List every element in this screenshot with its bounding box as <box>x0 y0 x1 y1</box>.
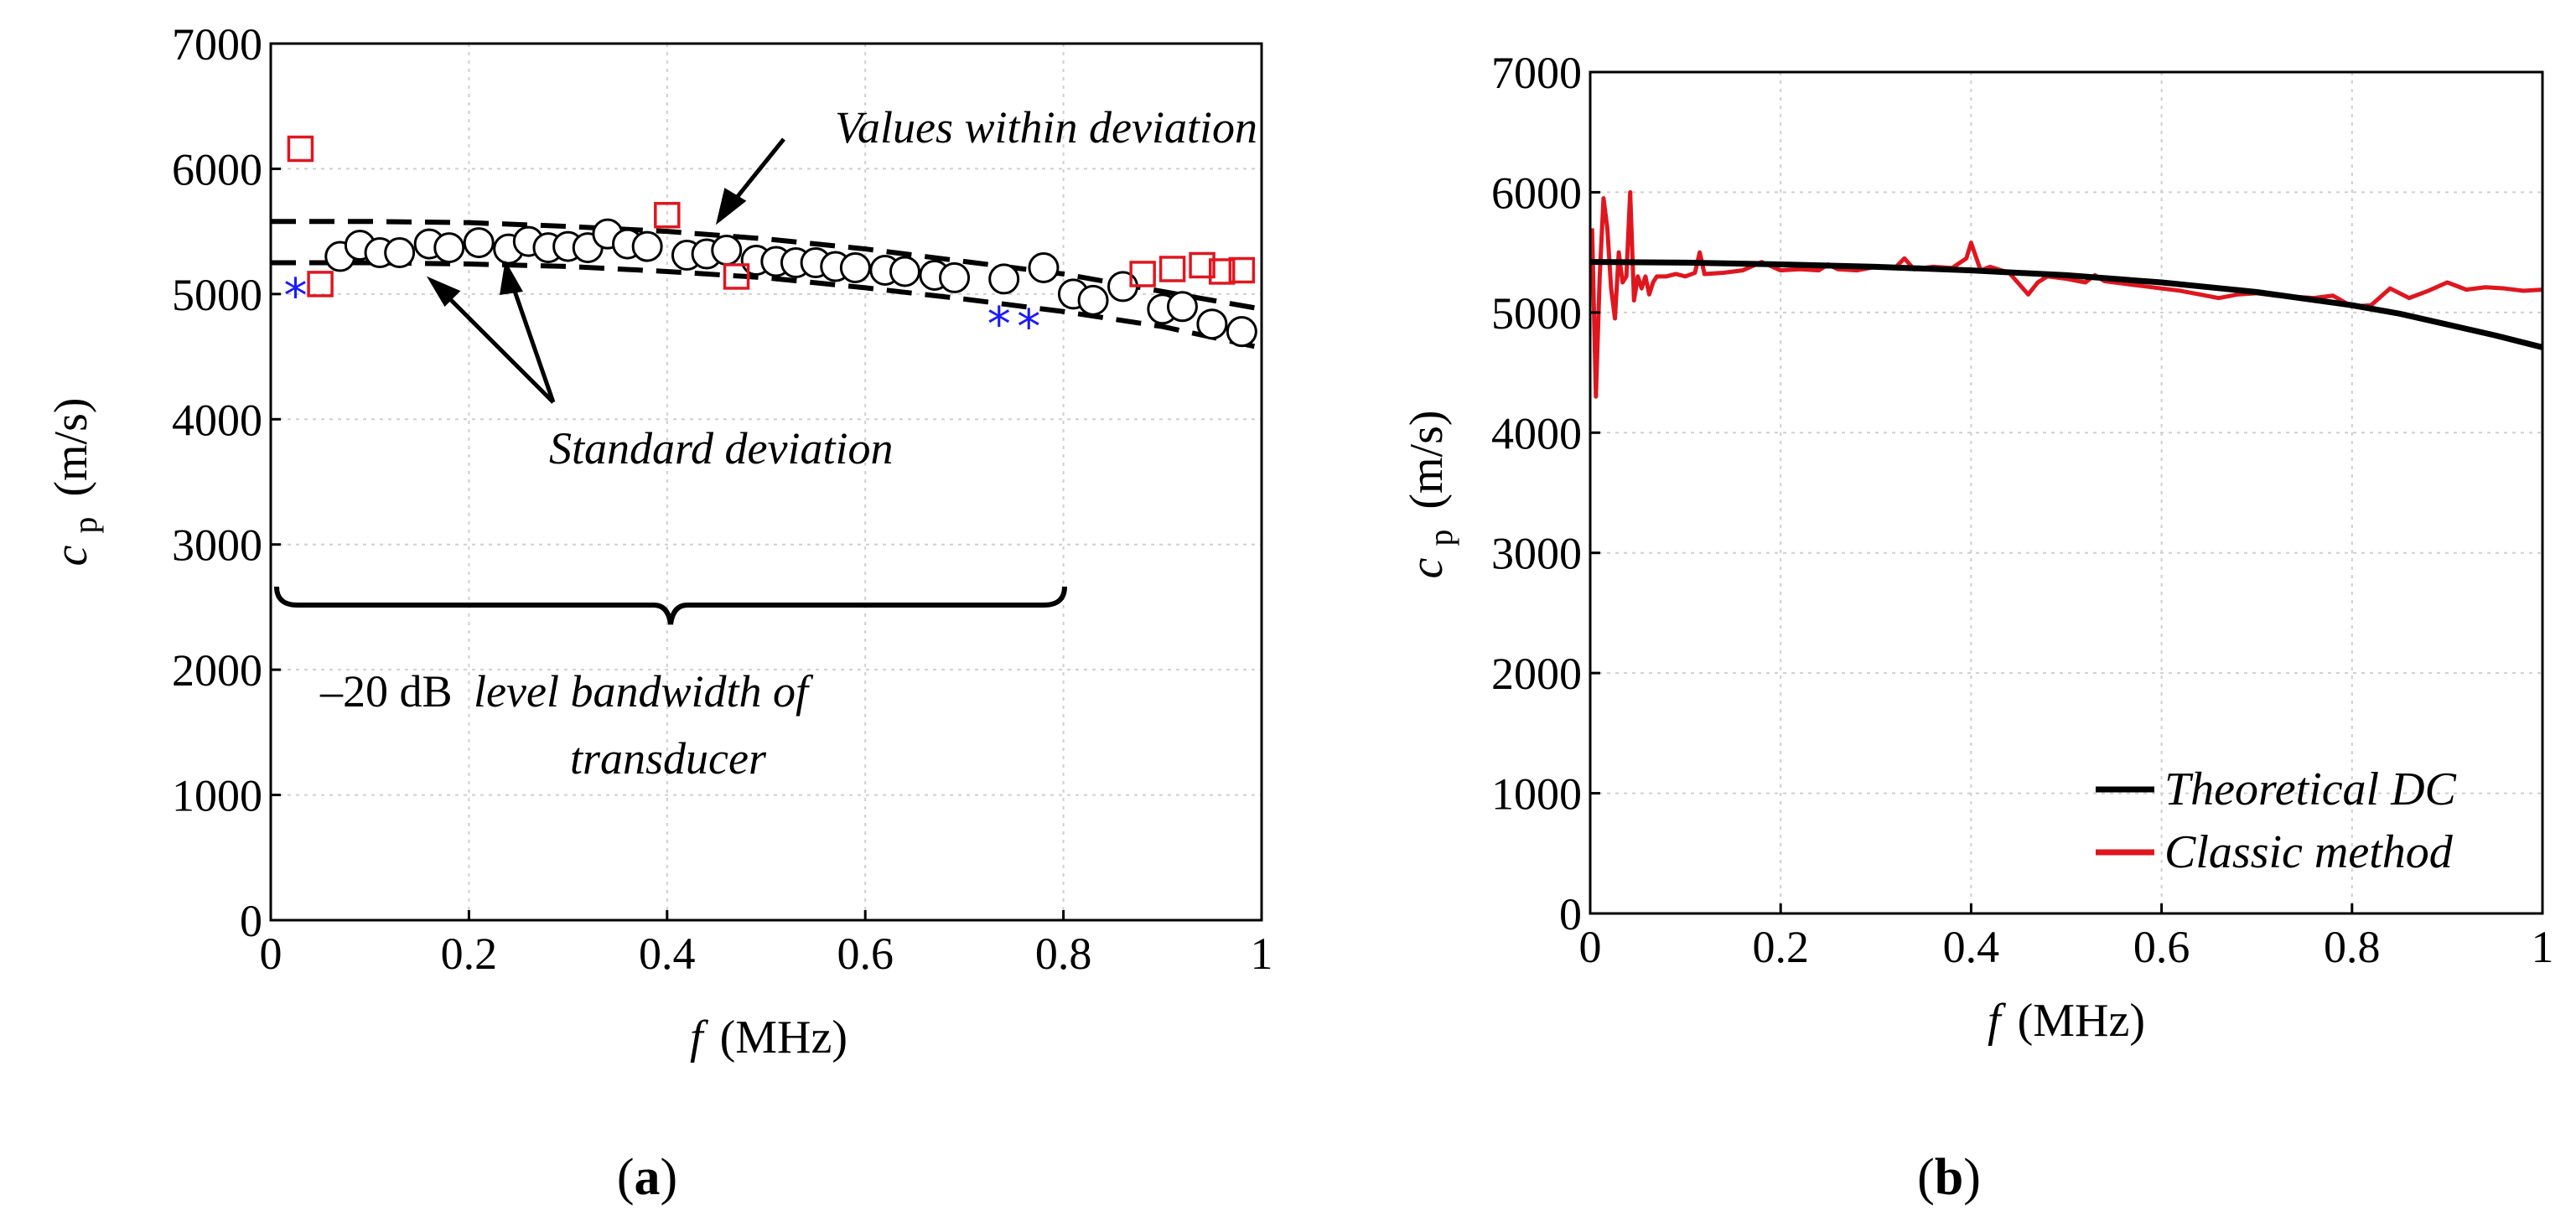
chart-a-marks: ** * <box>284 135 1257 354</box>
chart-a-point-circle <box>433 232 465 264</box>
chart-a-grid <box>271 44 1262 920</box>
chart-a-xtick-label: 0.6 <box>837 929 894 979</box>
chart-a-point-square <box>1129 261 1156 287</box>
chart-b-xlabel-var: f <box>1988 995 2007 1047</box>
chart-a-point-circle <box>1166 291 1198 323</box>
panel-label-a-letter: a <box>635 1149 661 1206</box>
chart-a-xtick-label: 0.4 <box>639 929 696 979</box>
chart-a-std-line-3 <box>271 219 1262 312</box>
chart-a-point-circle <box>889 256 920 287</box>
chart-a-point-circle <box>384 237 416 269</box>
chart-panel-a: ** * 0 0.2 0.4 0.6 0.8 10100020003000400050006… <box>45 19 1273 1206</box>
chart-b-ytick-label: 2000 <box>1491 649 1582 699</box>
chart-a-point-square <box>1189 251 1215 279</box>
chart-a-xtick-label: 0 <box>260 929 282 979</box>
chart-a-point-circle <box>939 261 971 293</box>
chart-b-ytick-label: 5000 <box>1491 288 1582 339</box>
chart-a-ylabel-var: c <box>45 546 97 567</box>
chart-a-point-square <box>1208 258 1236 285</box>
chart-a-point-star: * <box>987 298 1011 352</box>
chart-b-ylabel-unit: (m/s) <box>1401 410 1453 509</box>
chart-a-point-square <box>654 201 681 229</box>
chart-a-bandwidth-brace <box>274 586 1067 625</box>
chart-a-xtick-label: 0.2 <box>441 929 498 979</box>
chart-a-point-circle <box>839 251 871 283</box>
chart-b-series-line-classic <box>1589 189 2543 399</box>
chart-a-annotation-bandwidth-1: –20 dB level bandwidth of <box>319 666 814 717</box>
chart-a-point-star: * <box>1017 300 1040 354</box>
chart-a-std-lines <box>271 219 1262 351</box>
chart-b-ytick-label: 4000 <box>1491 408 1582 458</box>
chart-a-point-square <box>723 263 750 290</box>
chart-b-ytick-label: 7000 <box>1491 48 1582 98</box>
chart-a-point-circle <box>1196 308 1228 340</box>
chart-b-xtick-label: 0.4 <box>1943 922 2000 972</box>
chart-a-point-circle <box>1028 251 1060 283</box>
chart-a-point-square <box>287 135 314 163</box>
chart-a-ytick-label: 7000 <box>172 19 262 70</box>
chart-b-ytick-label: 3000 <box>1491 529 1582 579</box>
chart-a-point-star: * <box>284 269 308 323</box>
chart-b-lines <box>1589 189 2543 399</box>
chart-a-ylabel: c p (m/s) <box>45 397 107 566</box>
chart-a-annotation-values: Values within deviation <box>835 102 1257 153</box>
chart-a-ytick-label: 2000 <box>172 645 262 696</box>
chart-a-xlabel-var: f <box>690 1012 709 1063</box>
chart-b-xlabel: f (MHz) <box>1988 995 2145 1047</box>
chart-a-xlabel-unit: (MHz) <box>720 1012 847 1063</box>
chart-a-bandwidth-italic: level bandwidth of <box>474 666 814 717</box>
chart-a-point-circle <box>1226 316 1257 348</box>
chart-b-ylabel-var: c <box>1401 558 1453 579</box>
chart-a-ytick-label: 4000 <box>172 395 262 445</box>
chart-a-bandwidth-prefix: –20 dB <box>319 666 453 717</box>
chart-b-xtick-label: 0 <box>1579 922 1602 972</box>
chart-a-axes-box <box>269 42 1263 922</box>
legend-label-theoretical: Theoretical DC <box>2164 763 2457 815</box>
chart-a-xtick-label: 0.8 <box>1035 929 1092 979</box>
chart-a-ytick-label: 1000 <box>172 771 262 821</box>
chart-a-ytick-label: 6000 <box>172 144 262 194</box>
chart-a-point-square <box>1228 256 1256 284</box>
chart-b-series-line-theoretical <box>1589 259 2543 350</box>
chart-a-ylabel-sub: p <box>66 517 104 534</box>
chart-b-xlabel-unit: (MHz) <box>2018 995 2145 1047</box>
chart-b-ticks: 0 0.2 0.4 0.6 0.8 1 0 1000 2000 3000 4000 5000 6000 7… <box>1491 48 2554 972</box>
chart-b-xtick-label: 0.2 <box>1752 922 1809 972</box>
chart-b-xtick-label: 0.6 <box>2133 922 2190 972</box>
chart-a-std-line-4 <box>271 260 1262 351</box>
chart-a-point-circle <box>1077 284 1109 316</box>
panel-label-b-letter: b <box>1935 1149 1963 1206</box>
chart-a-point-circle <box>988 263 1020 295</box>
chart-b-legend: Theoretical DC Classic method <box>2096 763 2457 878</box>
chart-a-ytick-label: 0 <box>240 896 262 946</box>
chart-b-ytick-label: 6000 <box>1491 168 1582 218</box>
chart-b-axes-box <box>1589 70 2544 915</box>
chart-a-point-square <box>1158 256 1186 282</box>
chart-a-point-circle <box>711 235 743 266</box>
chart-a-annotation-arrows <box>426 137 785 404</box>
chart-b-ylabel-sub: p <box>1422 530 1459 546</box>
chart-b-ylabel: c p (m/s) <box>1401 410 1463 578</box>
chart-a-point-circle <box>463 227 495 259</box>
panel-label-a: (a) <box>617 1149 677 1206</box>
chart-a-xlabel: f (MHz) <box>690 1012 847 1063</box>
chart-b-ytick-label: 1000 <box>1491 769 1582 820</box>
chart-b-ytick-label: 0 <box>1559 889 1582 939</box>
panel-label-b: (b) <box>1917 1149 1981 1206</box>
chart-a-ylabel-unit: (m/s) <box>45 397 97 496</box>
chart-a-point-square <box>307 271 334 298</box>
chart-a-annotation-bandwidth-2: transducer <box>570 733 767 784</box>
chart-a-xtick-label: 1 <box>1251 929 1273 979</box>
chart-a-ticks: 0 0.2 0.4 0.6 0.8 1 0 1000 2000 3000 4000 5000 6000 7… <box>172 19 1273 979</box>
chart-a-point-circle <box>631 230 663 262</box>
chart-a-ytick-label: 3000 <box>172 520 262 571</box>
chart-panel-b: 0 0.2 0.4 0.6 0.8 1 0 1000 2000 3000 4000 5000 6000 7… <box>1401 48 2554 1206</box>
chart-b-grid <box>1590 72 2542 913</box>
legend-label-classic: Classic method <box>2164 826 2454 878</box>
chart-b-xtick-label: 0.8 <box>2324 922 2381 972</box>
chart-b-xtick-label: 1 <box>2532 922 2554 972</box>
chart-a-annotation-std: Standard deviation <box>549 423 893 473</box>
chart-a-ytick-label: 5000 <box>172 270 262 320</box>
